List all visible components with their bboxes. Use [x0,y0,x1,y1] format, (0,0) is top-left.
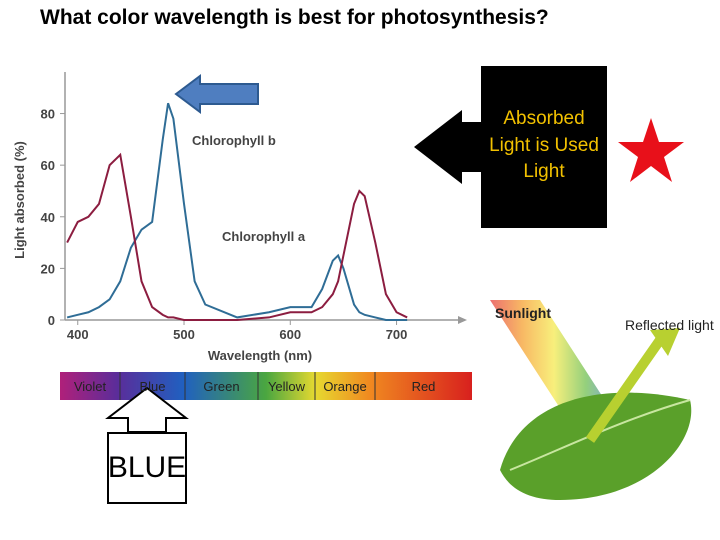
y-tick-label: 80 [41,107,55,122]
x-tick-label: 400 [67,327,89,342]
sunlight-label: Sunlight [495,305,551,321]
x-tick-label: 500 [173,327,195,342]
x-axis-arrow [458,316,467,324]
series-label: Chlorophyll a [222,229,306,244]
reflected-label: Reflected light [625,317,714,333]
spectrum-label: Green [203,379,239,394]
series-line [66,152,408,321]
callout-box: Absorbed Light is Used Light [481,66,607,228]
y-axis-label: Light absorbed (%) [12,141,27,259]
star [618,118,684,182]
y-tick-label: 20 [41,261,55,276]
answer-box: BLUE [107,432,187,504]
x-tick-label: 600 [279,327,301,342]
y-tick-label: 0 [48,313,55,328]
series-label: Chlorophyll b [192,133,276,148]
leaf-illustration [490,300,692,500]
pointer-arrow [174,74,259,114]
series-line [66,102,408,321]
x-axis-label: Wavelength (nm) [208,348,312,363]
spectrum-label: Violet [74,379,107,394]
spectrum-bar [60,372,472,400]
y-tick-label: 60 [41,158,55,173]
slide-title: What color wavelength is best for photos… [40,6,549,29]
y-tick-label: 40 [41,210,55,225]
x-tick-label: 700 [386,327,408,342]
spectrum-label: Yellow [268,379,306,394]
spectrum-label: Red [412,379,436,394]
callout-arrow [414,110,482,184]
spectrum-label: Orange [323,379,366,394]
spectrum-label: Blue [139,379,165,394]
